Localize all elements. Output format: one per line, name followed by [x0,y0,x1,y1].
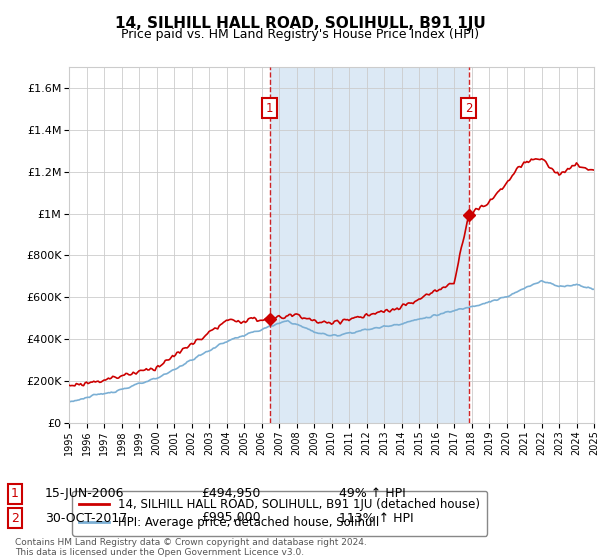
Text: 2: 2 [11,511,19,525]
Text: 2: 2 [465,101,472,115]
Text: 14, SILHILL HALL ROAD, SOLIHULL, B91 1JU: 14, SILHILL HALL ROAD, SOLIHULL, B91 1JU [115,16,485,31]
Text: Contains HM Land Registry data © Crown copyright and database right 2024.
This d: Contains HM Land Registry data © Crown c… [15,538,367,557]
Text: Price paid vs. HM Land Registry's House Price Index (HPI): Price paid vs. HM Land Registry's House … [121,28,479,41]
Text: 49% ↑ HPI: 49% ↑ HPI [339,487,406,501]
Text: 1: 1 [266,101,274,115]
Text: £995,000: £995,000 [201,511,260,525]
Bar [269,67,469,423]
Text: £494,950: £494,950 [201,487,260,501]
Text: 30-OCT-2017: 30-OCT-2017 [45,511,127,525]
Text: 15-JUN-2006: 15-JUN-2006 [45,487,125,501]
Legend: 14, SILHILL HALL ROAD, SOLIHULL, B91 1JU (detached house), HPI: Average price, d: 14, SILHILL HALL ROAD, SOLIHULL, B91 1JU… [72,491,487,536]
Text: 113% ↑ HPI: 113% ↑ HPI [339,511,413,525]
Text: 1: 1 [11,487,19,501]
